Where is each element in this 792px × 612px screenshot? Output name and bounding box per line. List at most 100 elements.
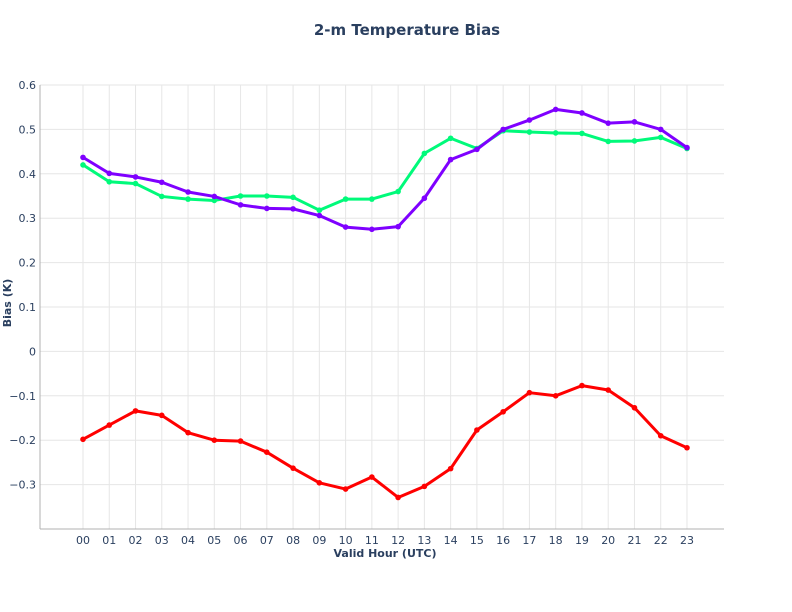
data-point-red: [552, 393, 559, 399]
data-point-green: [158, 193, 165, 200]
y-tick-label: 0.1: [19, 301, 37, 314]
data-point-purple: [369, 226, 375, 233]
data-point-red: [395, 494, 401, 501]
data-point-purple: [500, 126, 506, 133]
x-tick-label: 07: [260, 534, 274, 547]
y-tick-label: 0.2: [19, 257, 37, 270]
data-point-purple: [237, 202, 244, 208]
data-point-green: [631, 138, 638, 144]
x-tick-label: 05: [207, 534, 221, 547]
data-point-green: [657, 134, 664, 141]
data-point-purple: [447, 156, 454, 163]
x-tick-label: 08: [286, 534, 300, 547]
gridlines: [40, 84, 724, 529]
data-point-green: [106, 178, 113, 185]
x-tick-label: 16: [496, 534, 510, 547]
data-point-red: [631, 404, 638, 411]
data-point-purple: [264, 205, 270, 212]
data-point-green: [447, 135, 454, 142]
data-point-red: [211, 437, 218, 444]
y-tick-label: 0.6: [19, 79, 37, 92]
data-point-purple: [421, 195, 428, 202]
axes: 00 01 02 03 04 05 06 07 08 09 10 11 12 13 14 15 16 17 18 19…: [9, 79, 724, 547]
data-point-green: [605, 138, 611, 145]
data-point-purple: [395, 223, 401, 230]
data-point-purple: [80, 154, 86, 161]
y-tick-label: 0: [29, 345, 36, 358]
data-point-purple: [684, 144, 690, 151]
y-tick-label: 0.5: [19, 123, 37, 136]
data-point-purple: [290, 206, 296, 212]
x-tick-label: 09: [312, 534, 326, 547]
series-green: [80, 127, 690, 214]
data-point-red: [474, 427, 480, 433]
x-axis-label: Valid Hour (UTC): [334, 547, 437, 560]
data-point-red: [80, 436, 86, 443]
x-tick-label: 18: [549, 534, 563, 547]
data-point-green: [369, 196, 375, 202]
series-red: [80, 382, 690, 501]
x-tick-label: 14: [444, 534, 458, 547]
data-point-red: [264, 449, 270, 455]
data-point-green: [185, 196, 191, 202]
x-tick-label: 13: [417, 534, 431, 547]
data-point-purple: [526, 117, 533, 123]
x-tick-label: 20: [601, 534, 615, 547]
series-purple: [80, 106, 690, 233]
x-tick-label: 01: [102, 534, 116, 547]
x-tick-label: 00: [76, 534, 90, 547]
data-point-red: [158, 412, 165, 419]
y-axis-label: Bias (K): [1, 279, 14, 328]
x-tick-label: 17: [522, 534, 536, 547]
data-point-purple: [132, 174, 139, 180]
series-group: [80, 106, 690, 501]
data-point-purple: [474, 146, 480, 153]
data-point-purple: [158, 179, 165, 186]
data-point-red: [579, 382, 585, 389]
data-point-green: [290, 194, 296, 201]
data-point-red: [500, 408, 506, 415]
data-point-red: [106, 422, 113, 428]
y-tick-label: 0.4: [19, 168, 37, 181]
data-point-green: [552, 130, 559, 136]
x-tick-label: 02: [129, 534, 143, 547]
data-point-red: [369, 474, 375, 480]
data-point-green: [579, 130, 585, 137]
data-point-red: [316, 480, 323, 486]
x-tick-label: 04: [181, 534, 195, 547]
data-point-red: [185, 429, 191, 436]
x-tick-label: 11: [365, 534, 379, 547]
data-point-purple: [342, 224, 349, 230]
data-point-red: [605, 387, 611, 393]
data-point-red: [421, 483, 428, 490]
data-point-purple: [211, 193, 218, 200]
x-tick-label: 19: [575, 534, 589, 547]
data-point-purple: [552, 106, 559, 113]
chart-title: 2-m Temperature Bias: [314, 21, 500, 39]
data-point-purple: [185, 189, 191, 195]
data-point-red: [237, 438, 244, 444]
data-point-red: [132, 408, 139, 414]
x-tick-label: 21: [627, 534, 641, 547]
data-point-purple: [106, 170, 113, 177]
data-point-purple: [631, 119, 638, 125]
data-point-green: [211, 197, 218, 204]
y-tick-label: −0.1: [9, 390, 36, 403]
data-point-purple: [579, 110, 585, 116]
data-point-purple: [657, 126, 664, 133]
data-point-green: [237, 193, 244, 199]
x-tick-label: 15: [470, 534, 484, 547]
y-tick-label: −0.2: [9, 434, 36, 447]
series-line-green: [81, 129, 689, 212]
data-point-red: [342, 486, 349, 492]
data-point-red: [657, 432, 664, 439]
series-line-red: [81, 384, 689, 499]
y-tick-label: −0.3: [9, 479, 36, 492]
data-point-green: [264, 193, 270, 199]
data-point-red: [526, 389, 533, 396]
x-tick-label: 23: [680, 534, 694, 547]
data-point-green: [421, 150, 428, 157]
data-point-green: [132, 180, 139, 187]
